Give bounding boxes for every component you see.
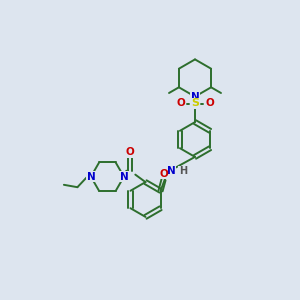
- Text: S: S: [191, 98, 199, 109]
- Text: N: N: [86, 172, 95, 182]
- Text: N: N: [119, 172, 128, 182]
- Text: O: O: [125, 147, 134, 157]
- Text: O: O: [176, 98, 185, 109]
- Text: N: N: [167, 166, 176, 176]
- Text: O: O: [159, 169, 168, 179]
- Text: N: N: [190, 92, 200, 102]
- Text: H: H: [179, 166, 187, 176]
- Text: O: O: [205, 98, 214, 109]
